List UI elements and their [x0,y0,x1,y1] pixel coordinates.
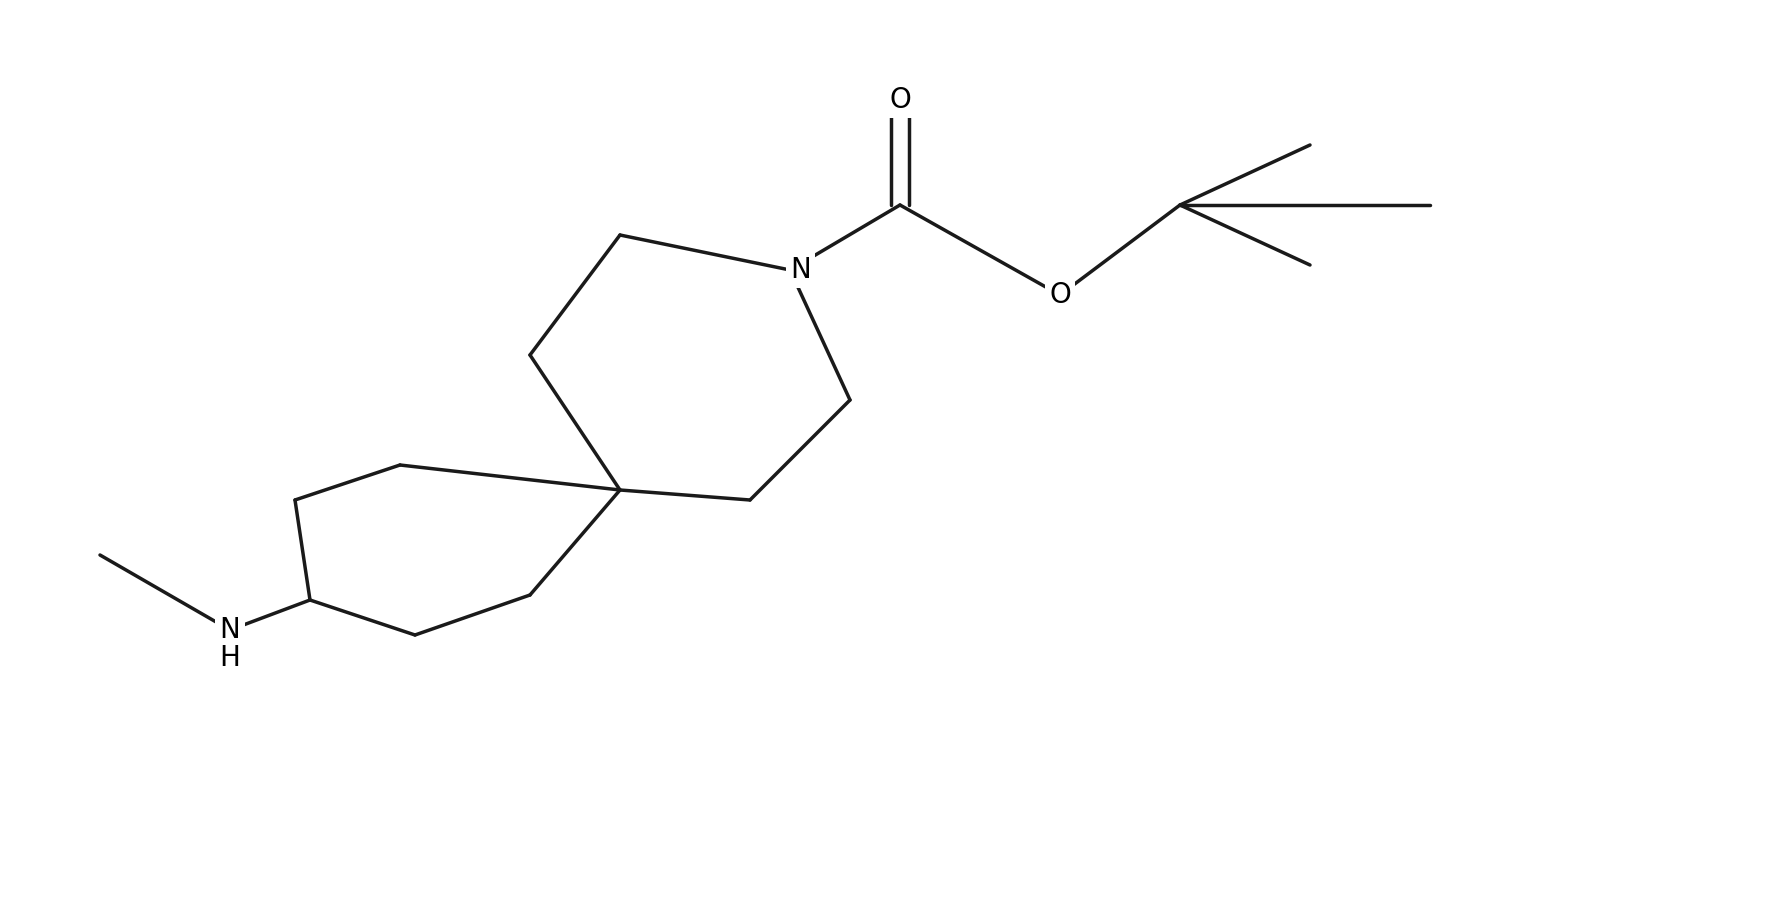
Text: N: N [791,256,810,284]
Text: O: O [890,86,911,114]
Text: H: H [219,644,241,672]
Text: O: O [1049,281,1070,309]
Text: N: N [219,616,241,644]
